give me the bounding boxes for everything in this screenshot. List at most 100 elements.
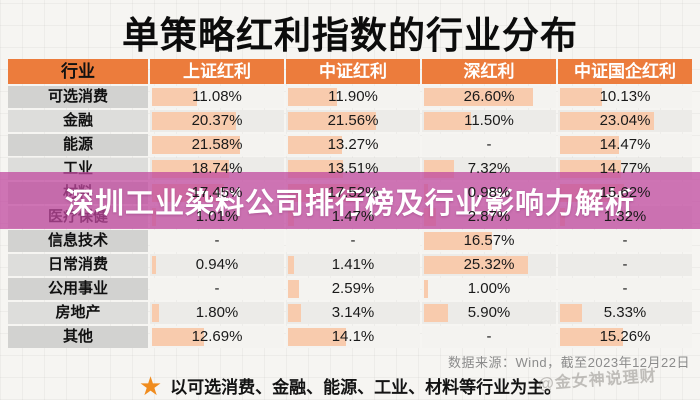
header-cell: 上证红利	[150, 59, 284, 84]
value-text: 5.90%	[467, 304, 511, 321]
value-cell: 14.47%	[558, 134, 692, 156]
value-cell: 15.26%	[558, 326, 692, 348]
value-cell: 10.13%	[558, 86, 692, 108]
industry-label: 可选消费	[8, 86, 148, 108]
value-text: 15.62%	[599, 184, 651, 201]
data-source-note: 数据来源：Wind，截至2023年12月22日	[448, 355, 690, 370]
value-text: 21.58%	[191, 136, 243, 153]
value-cell: 11.08%	[150, 86, 284, 108]
header-row: 行业 上证红利 中证红利 深红利 中证国企红利	[8, 59, 692, 84]
value-cell: 5.33%	[558, 302, 692, 324]
value-text: -	[622, 232, 628, 249]
value-text: -	[214, 280, 220, 297]
value-text: 14.47%	[599, 136, 651, 153]
value-cell: 16.57%	[422, 230, 556, 252]
value-text: -	[622, 280, 628, 297]
value-cell: -	[422, 134, 556, 156]
value-text: 5.33%	[603, 304, 647, 321]
value-text: 23.04%	[599, 112, 651, 129]
value-text: 11.90%	[328, 88, 378, 105]
header-cell: 中证国企红利	[558, 59, 692, 84]
value-bar	[152, 88, 198, 106]
industry-label: 能源	[8, 134, 148, 156]
value-cell: 26.60%	[422, 86, 556, 108]
summary-bar: ★ 以可选消费、金融、能源、工业、材料等行业为主。	[0, 371, 700, 400]
value-cell: 21.56%	[286, 110, 420, 132]
value-text: 14.1%	[331, 328, 375, 345]
value-text: 20.37%	[191, 112, 243, 129]
value-bar	[152, 112, 236, 130]
value-cell: 25.32%	[422, 254, 556, 276]
value-text: 26.60%	[463, 88, 515, 105]
value-text: -	[486, 136, 492, 153]
value-text: 1.01%	[195, 208, 239, 225]
value-text: -	[622, 256, 628, 273]
value-text: -	[486, 328, 492, 345]
value-bar	[288, 112, 377, 130]
value-text: 1.41%	[331, 256, 375, 273]
value-text: 21.56%	[327, 112, 379, 129]
table-row: 能源 21.58% 13.27% - 14.47%	[8, 134, 692, 156]
value-text: 11.50%	[464, 112, 514, 129]
value-cell: 3.14%	[286, 302, 420, 324]
value-cell: -	[558, 278, 692, 300]
value-text: 2.87%	[467, 208, 511, 225]
industry-label: 金融	[8, 110, 148, 132]
value-bar	[152, 328, 205, 346]
value-bar	[424, 280, 429, 298]
page-title: 单策略红利指数的行业分布	[122, 15, 578, 56]
value-bar	[560, 88, 602, 106]
table-row: 公用事业 - 2.59% 1.00% -	[8, 278, 692, 300]
value-bar	[288, 280, 299, 298]
value-text: 16.57%	[463, 232, 515, 249]
value-text: 15.26%	[599, 328, 651, 345]
value-text: 2.59%	[331, 280, 375, 297]
industry-label: 信息技术	[8, 230, 148, 252]
value-cell: 1.80%	[150, 302, 284, 324]
value-text: 3.14%	[331, 304, 375, 321]
value-text: 11.08%	[192, 88, 242, 105]
value-cell: 2.59%	[286, 278, 420, 300]
table-row: 可选消费 11.08% 11.90% 26.60% 10.13%	[8, 86, 692, 108]
table-row: 日常消费 0.94% 1.41% 25.32% -	[8, 254, 692, 276]
value-cell: -	[422, 326, 556, 348]
value-bar	[560, 304, 582, 322]
value-cell: -	[558, 254, 692, 276]
value-text: -	[214, 232, 220, 249]
value-bar	[288, 328, 346, 346]
value-text: 12.69%	[191, 328, 243, 345]
value-text: 7.32%	[467, 160, 511, 177]
value-cell: 1.00%	[422, 278, 556, 300]
value-text: 1.47%	[331, 208, 375, 225]
value-text: 17.45%	[191, 184, 243, 201]
table-row: 信息技术 - - 16.57% -	[8, 230, 692, 252]
value-bar	[560, 112, 655, 130]
value-text: 0.98%	[467, 184, 511, 201]
overlay-banner: 深圳工业染料公司排行榜及行业影响力解析	[0, 172, 700, 229]
value-text: 1.32%	[603, 208, 647, 225]
value-text: 13.27%	[327, 136, 379, 153]
table-row: 其他 12.69% 14.1% - 15.26%	[8, 326, 692, 348]
value-bar	[152, 136, 241, 154]
value-cell: -	[286, 230, 420, 252]
value-bar	[424, 304, 449, 322]
value-cell: -	[558, 230, 692, 252]
value-text: 17.52%	[327, 184, 379, 201]
value-text: 14.77%	[599, 160, 651, 177]
value-bar	[288, 256, 294, 274]
value-bar	[288, 304, 301, 322]
header-cell: 中证红利	[286, 59, 420, 84]
value-bar	[424, 256, 528, 274]
value-bar	[152, 256, 156, 274]
industry-label: 其他	[8, 326, 148, 348]
industry-label: 日常消费	[8, 254, 148, 276]
table-row: 房地产 1.80% 3.14% 5.90% 5.33%	[8, 302, 692, 324]
value-text: 18.74%	[191, 160, 243, 177]
value-cell: 11.90%	[286, 86, 420, 108]
value-cell: 20.37%	[150, 110, 284, 132]
value-text: 10.13%	[599, 88, 651, 105]
value-text: 25.32%	[463, 256, 515, 273]
value-bar	[560, 136, 620, 154]
value-bar	[424, 232, 492, 250]
value-bar	[424, 112, 472, 130]
